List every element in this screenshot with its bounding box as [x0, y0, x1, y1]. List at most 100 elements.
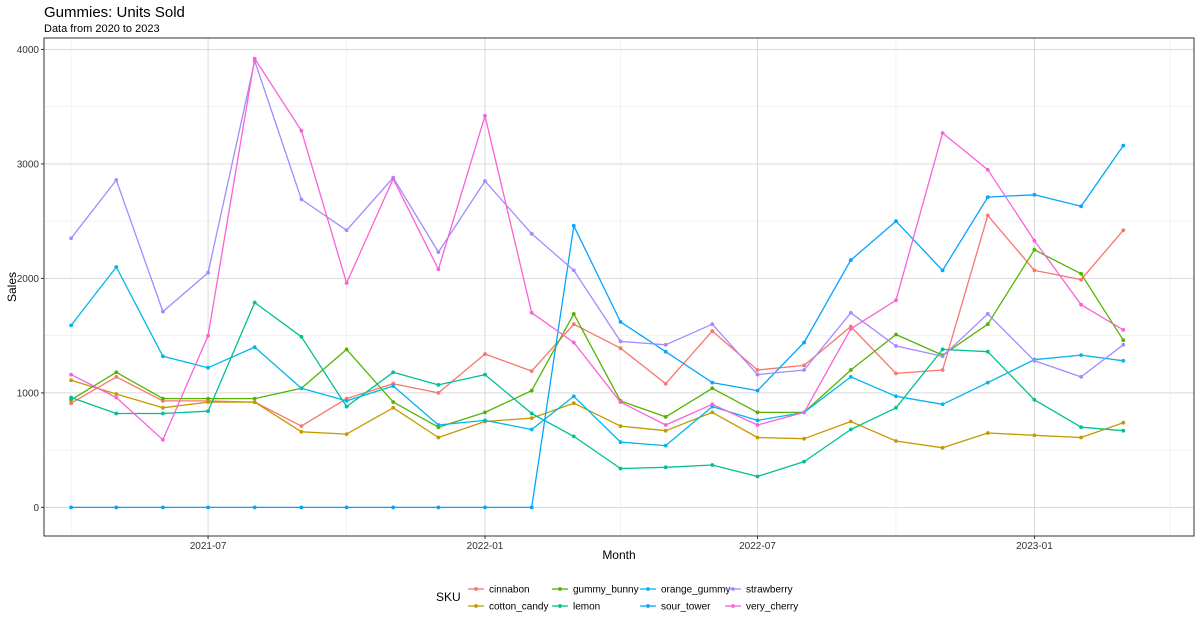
- chart-title: Gummies: Units Sold: [44, 4, 185, 21]
- series-line: [70, 379, 1124, 449]
- data-point: [802, 410, 806, 415]
- data-point: [571, 268, 576, 273]
- legend-label: sour_tower: [661, 602, 711, 613]
- data-point: [391, 400, 396, 404]
- data-point: [1032, 358, 1037, 363]
- legend-item-gummy-bunny: gummy_bunny: [552, 585, 639, 596]
- data-point: [69, 378, 73, 383]
- data-point: [571, 223, 576, 228]
- data-point: [69, 323, 73, 328]
- data-point: [985, 431, 990, 435]
- data-point: [436, 267, 441, 272]
- data-point: [571, 312, 576, 316]
- legend-key-point: [558, 604, 562, 608]
- data-point: [483, 505, 487, 510]
- data-point: [1121, 358, 1126, 363]
- data-point: [161, 505, 165, 510]
- data-point: [940, 347, 945, 352]
- data-point: [1032, 397, 1037, 402]
- data-point: [529, 231, 534, 236]
- data-point: [894, 394, 898, 399]
- data-point: [161, 437, 165, 442]
- series-lines: [69, 56, 1126, 510]
- data-point: [985, 167, 990, 172]
- data-point: [755, 423, 760, 427]
- data-point: [894, 298, 898, 303]
- data-point: [529, 388, 534, 393]
- data-point: [618, 400, 623, 404]
- data-point: [161, 405, 165, 410]
- data-point: [1079, 271, 1083, 276]
- data-point: [940, 268, 945, 273]
- data-point: [206, 270, 211, 275]
- data-point: [1079, 204, 1083, 209]
- legend-key-point: [474, 604, 478, 608]
- data-point: [299, 429, 304, 434]
- legend-item-lemon: lemon: [552, 602, 600, 613]
- data-point: [802, 368, 806, 372]
- data-point: [985, 349, 990, 354]
- data-point: [710, 380, 715, 385]
- data-point: [114, 392, 119, 396]
- data-point: [1032, 192, 1037, 197]
- legend-item-strawberry: strawberry: [725, 585, 793, 596]
- data-point: [114, 265, 119, 269]
- data-point: [710, 329, 715, 333]
- data-point: [1032, 247, 1037, 252]
- series-line: [70, 57, 1124, 441]
- data-point: [894, 405, 898, 410]
- series-strawberry: [69, 59, 1126, 379]
- data-point: [252, 300, 257, 305]
- y-tick-label: 3000: [17, 159, 40, 170]
- data-point: [1121, 338, 1126, 343]
- data-point: [1121, 342, 1126, 347]
- data-point: [618, 424, 623, 428]
- y-tick-label: 0: [33, 503, 39, 514]
- data-point: [391, 370, 396, 375]
- data-point: [114, 395, 119, 400]
- data-point: [618, 440, 623, 444]
- data-point: [802, 436, 806, 441]
- data-point: [894, 344, 898, 348]
- series-orange-gummy: [69, 265, 1126, 448]
- data-point: [436, 505, 441, 510]
- data-point: [663, 428, 668, 433]
- data-point: [299, 197, 304, 202]
- data-point: [1079, 425, 1083, 430]
- data-point: [755, 474, 760, 479]
- x-tick-label: 2022-07: [739, 541, 776, 552]
- data-point: [391, 384, 396, 388]
- data-point: [252, 396, 257, 401]
- data-point: [252, 56, 257, 61]
- data-point: [710, 386, 715, 391]
- data-point: [940, 131, 945, 135]
- data-point: [69, 401, 73, 406]
- x-tick-label: 2022-01: [467, 541, 504, 552]
- data-point: [344, 404, 349, 409]
- data-point: [985, 312, 990, 316]
- data-point: [252, 505, 257, 510]
- data-point: [483, 418, 487, 423]
- data-point: [710, 322, 715, 327]
- data-point: [344, 432, 349, 436]
- data-point: [299, 424, 304, 428]
- data-point: [848, 310, 853, 315]
- series-very-cherry: [69, 56, 1126, 442]
- data-point: [344, 505, 349, 510]
- legend-title: SKU: [436, 590, 461, 604]
- data-point: [848, 258, 853, 262]
- data-point: [1121, 328, 1126, 332]
- data-point: [114, 411, 119, 416]
- plot-panel-border: [43, 37, 1195, 537]
- data-point: [571, 340, 576, 345]
- data-point: [344, 347, 349, 352]
- data-point: [710, 402, 715, 407]
- data-point: [206, 333, 211, 338]
- data-point: [571, 401, 576, 406]
- data-point: [802, 340, 806, 345]
- data-point: [618, 346, 623, 351]
- legend-label: gummy_bunny: [573, 585, 639, 596]
- data-point: [344, 228, 349, 233]
- data-point: [663, 349, 668, 354]
